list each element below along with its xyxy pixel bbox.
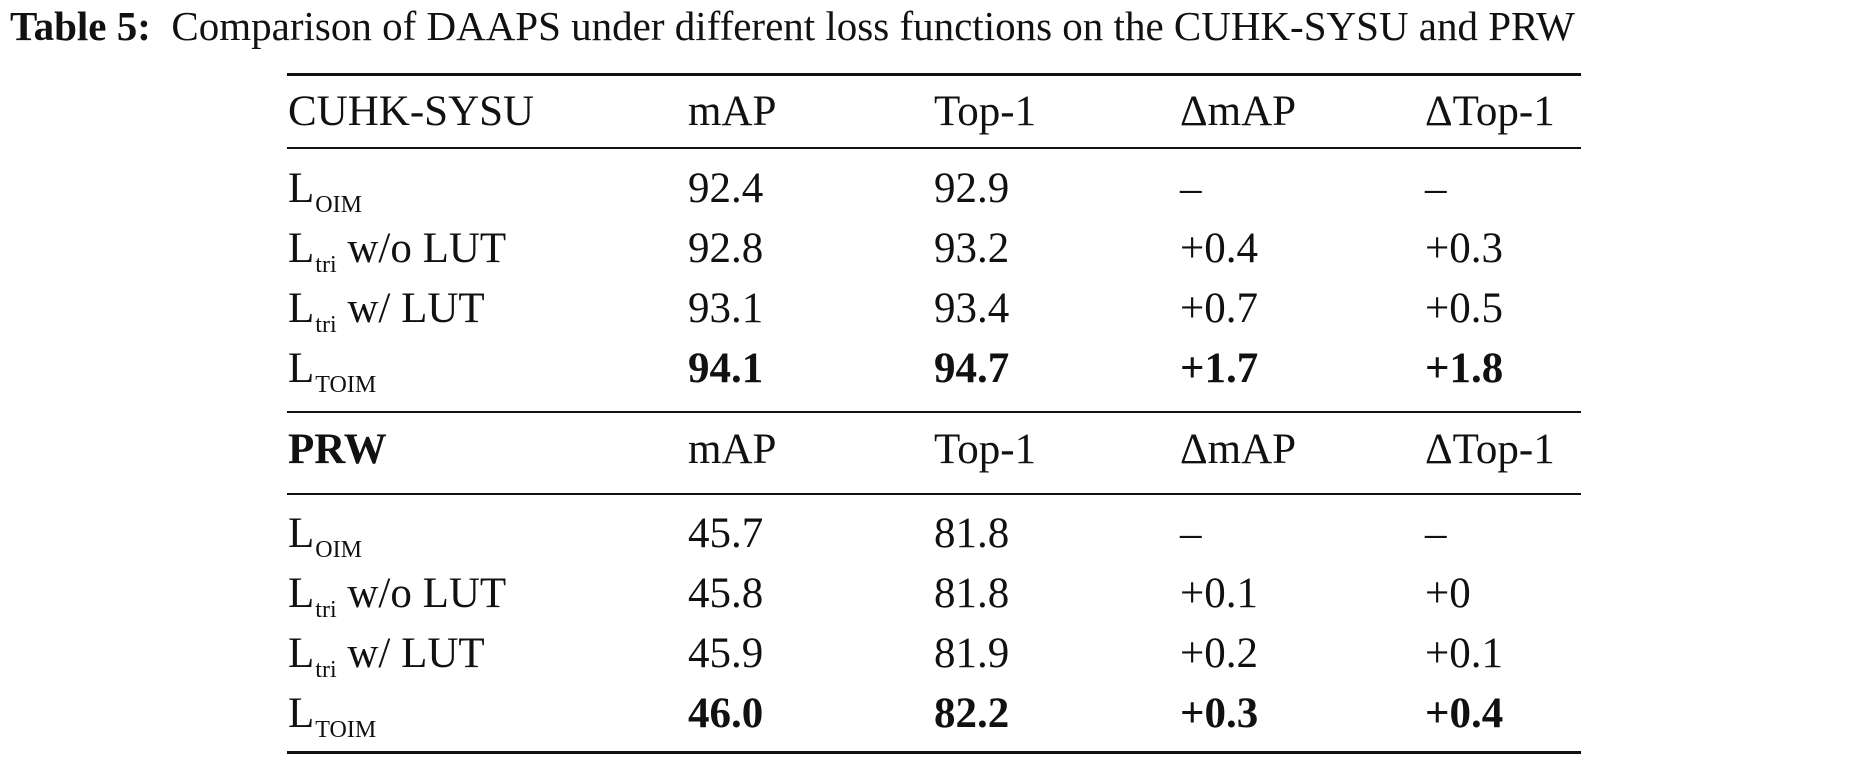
- top1-value: 82.2: [934, 690, 1010, 737]
- delta-map-value: –: [1180, 510, 1202, 557]
- bottom-rule: [287, 751, 1581, 754]
- delta-map-value: +0.4: [1180, 225, 1259, 272]
- top1-value: 81.9: [934, 630, 1010, 677]
- header-top1: Top-1: [934, 426, 1037, 473]
- header-delta-top1: ΔTop-1: [1425, 426, 1555, 473]
- header-map: mAP: [688, 88, 777, 135]
- map-value: 94.1: [688, 345, 764, 392]
- map-value: 46.0: [688, 690, 764, 737]
- map-value: 92.4: [688, 165, 764, 212]
- method-label: Ltri w/ LUT: [288, 630, 485, 683]
- delta-map-value: +0.3: [1180, 690, 1259, 737]
- table-row: Ltri w/ LUT 93.1 93.4 +0.7 +0.5: [0, 279, 1858, 339]
- method-label: LTOIM: [288, 345, 377, 398]
- map-value: 92.8: [688, 225, 764, 272]
- caption-label: Table 5:: [10, 3, 151, 49]
- header-map: mAP: [688, 426, 777, 473]
- header-row-prw: PRW mAP Top-1 ΔmAP ΔTop-1: [0, 420, 1858, 480]
- header-dataset-prw: PRW: [288, 426, 387, 473]
- header-top1: Top-1: [934, 88, 1037, 135]
- top1-value: 93.4: [934, 285, 1010, 332]
- section-rule: [287, 411, 1581, 413]
- delta-top1-value: +1.8: [1425, 345, 1504, 392]
- delta-top1-value: +0.3: [1425, 225, 1504, 272]
- table-row: LOIM 92.4 92.9 – –: [0, 159, 1858, 219]
- top1-value: 81.8: [934, 510, 1010, 557]
- map-value: 45.9: [688, 630, 764, 677]
- header-delta-map: ΔmAP: [1180, 426, 1297, 473]
- header-rule-prw: [287, 493, 1581, 495]
- caption-text: Comparison of DAAPS under different loss…: [171, 3, 1575, 49]
- top1-value: 92.9: [934, 165, 1010, 212]
- table-row: Ltri w/ LUT 45.9 81.9 +0.2 +0.1: [0, 624, 1858, 684]
- top1-value: 94.7: [934, 345, 1010, 392]
- delta-top1-value: –: [1425, 510, 1447, 557]
- delta-map-value: +0.2: [1180, 630, 1259, 677]
- header-dataset-cuhk: CUHK-SYSU: [288, 88, 535, 135]
- table-row: LTOIM 46.0 82.2 +0.3 +0.4: [0, 684, 1858, 744]
- header-delta-map: ΔmAP: [1180, 88, 1297, 135]
- delta-top1-value: +0: [1425, 570, 1471, 617]
- method-label: Ltri w/o LUT: [288, 570, 507, 623]
- method-label: Ltri w/ LUT: [288, 285, 485, 338]
- delta-map-value: –: [1180, 165, 1202, 212]
- map-value: 93.1: [688, 285, 764, 332]
- header-row-cuhk: CUHK-SYSU mAP Top-1 ΔmAP ΔTop-1: [0, 82, 1858, 142]
- method-label: LOIM: [288, 165, 362, 218]
- map-value: 45.7: [688, 510, 764, 557]
- delta-top1-value: +0.5: [1425, 285, 1504, 332]
- table-row: LTOIM 94.1 94.7 +1.7 +1.8: [0, 339, 1858, 399]
- header-delta-top1: ΔTop-1: [1425, 88, 1555, 135]
- top-rule: [287, 73, 1581, 76]
- delta-top1-value: +0.1: [1425, 630, 1504, 677]
- method-label: Ltri w/o LUT: [288, 225, 507, 278]
- top1-value: 93.2: [934, 225, 1010, 272]
- table-row: LOIM 45.7 81.8 – –: [0, 504, 1858, 564]
- delta-top1-value: –: [1425, 165, 1447, 212]
- method-label: LOIM: [288, 510, 362, 563]
- delta-map-value: +1.7: [1180, 345, 1259, 392]
- header-rule-cuhk: [287, 147, 1581, 149]
- table-row: Ltri w/o LUT 92.8 93.2 +0.4 +0.3: [0, 219, 1858, 279]
- table-row: Ltri w/o LUT 45.8 81.8 +0.1 +0: [0, 564, 1858, 624]
- method-label: LTOIM: [288, 690, 377, 743]
- table-caption: Table 5: Comparison of DAAPS under diffe…: [10, 2, 1575, 50]
- delta-map-value: +0.1: [1180, 570, 1259, 617]
- delta-top1-value: +0.4: [1425, 690, 1504, 737]
- top1-value: 81.8: [934, 570, 1010, 617]
- delta-map-value: +0.7: [1180, 285, 1259, 332]
- map-value: 45.8: [688, 570, 764, 617]
